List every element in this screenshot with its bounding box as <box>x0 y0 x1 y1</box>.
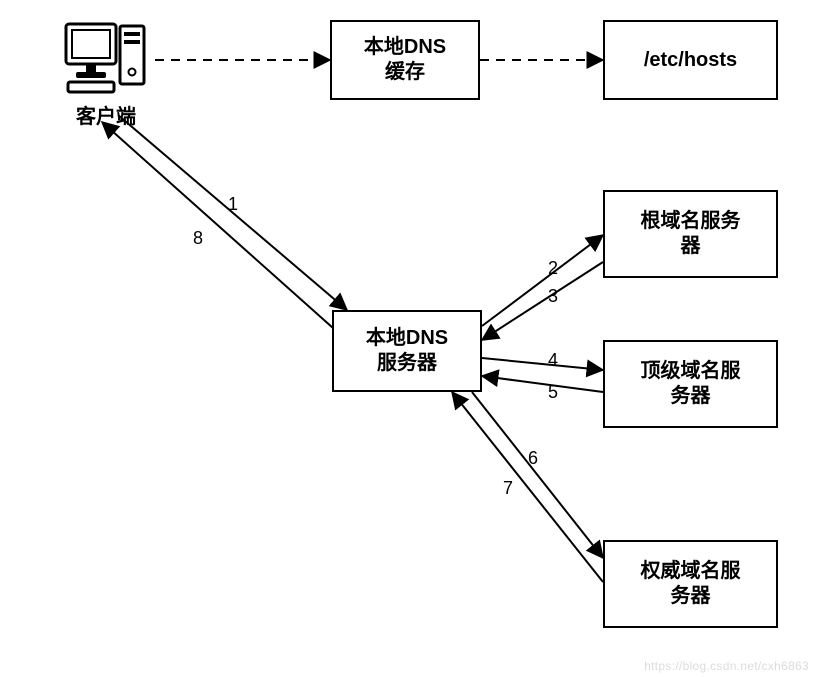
node-label-auth-dns: 权威域名服 务器 <box>641 559 741 609</box>
node-label-etc-hosts: /etc/hosts <box>644 48 737 73</box>
step-label-text-1: 1 <box>228 194 238 214</box>
watermark: https://blog.csdn.net/cxh6863 <box>644 659 809 673</box>
step-label-text-3: 3 <box>548 286 558 306</box>
node-etc-hosts: /etc/hosts <box>603 20 778 100</box>
node-label-tld-dns: 顶级域名服 务器 <box>641 359 741 409</box>
edge-e-2 <box>482 235 603 326</box>
client-label: 客户端 <box>70 100 142 129</box>
node-local-cache: 本地DNS 缓存 <box>330 20 480 100</box>
step-label-8: 8 <box>193 228 203 249</box>
edge-e-8 <box>102 122 333 328</box>
node-label-local-cache: 本地DNS 缓存 <box>364 35 446 85</box>
client-label-text: 客户端 <box>76 106 136 128</box>
step-label-5: 5 <box>548 382 558 403</box>
node-local-dns: 本地DNS 服务器 <box>332 310 482 392</box>
watermark-text: https://blog.csdn.net/cxh6863 <box>644 659 809 673</box>
step-label-6: 6 <box>528 448 538 469</box>
client-computer-icon <box>62 18 148 96</box>
node-label-local-dns: 本地DNS 服务器 <box>366 326 448 376</box>
step-label-text-4: 4 <box>548 350 558 370</box>
node-auth-dns: 权威域名服 务器 <box>603 540 778 628</box>
node-root-dns: 根域名服务 器 <box>603 190 778 278</box>
step-label-text-6: 6 <box>528 448 538 468</box>
node-label-root-dns: 根域名服务 器 <box>641 209 741 259</box>
step-label-text-8: 8 <box>193 228 203 248</box>
step-label-2: 2 <box>548 258 558 279</box>
edge-e-7 <box>452 392 603 582</box>
edge-e-5 <box>482 376 603 392</box>
step-label-3: 3 <box>548 286 558 307</box>
step-label-text-2: 2 <box>548 258 558 278</box>
step-label-text-5: 5 <box>548 382 558 402</box>
node-tld-dns: 顶级域名服 务器 <box>603 340 778 428</box>
edge-e-4 <box>482 358 603 370</box>
edge-e-3 <box>482 262 603 340</box>
edge-e-6 <box>472 392 603 558</box>
step-label-text-7: 7 <box>503 478 513 498</box>
dns-resolution-diagram: { "diagram": { "type": "flowchart", "bac… <box>0 0 815 677</box>
step-label-1: 1 <box>228 194 238 215</box>
step-label-4: 4 <box>548 350 558 371</box>
step-label-7: 7 <box>503 478 513 499</box>
